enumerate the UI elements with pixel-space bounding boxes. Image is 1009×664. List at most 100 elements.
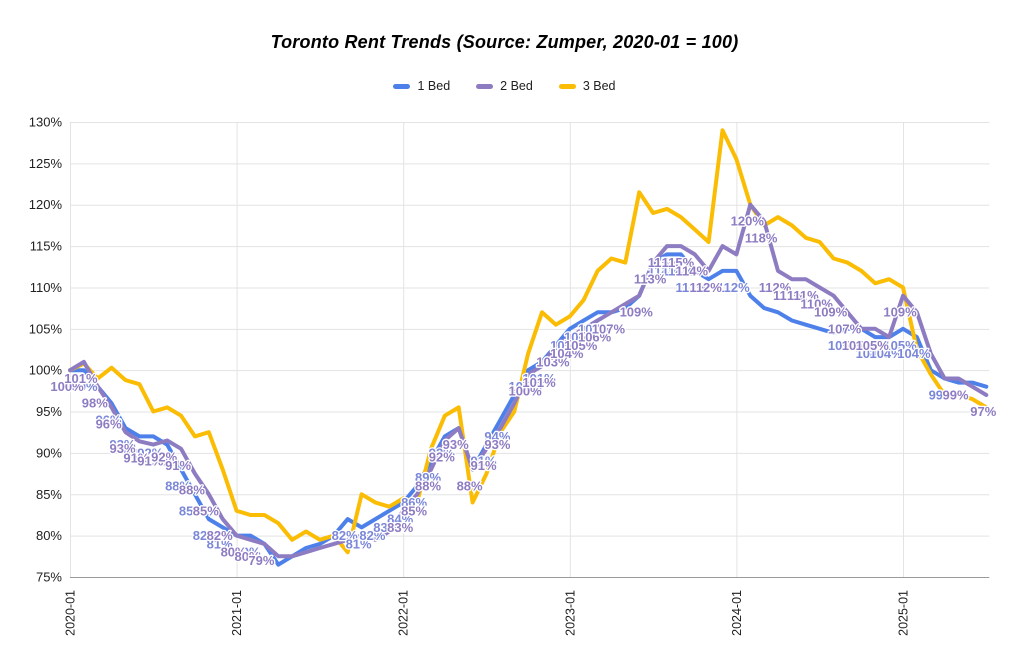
data-label-2-bed: 113% — [634, 272, 667, 287]
legend-item-3-bed[interactable]: 3 Bed — [558, 79, 616, 93]
data-label-2-bed: 82% — [207, 528, 233, 543]
data-label-2-bed: 92% — [151, 450, 177, 465]
data-label-1-bed: 112% — [676, 280, 709, 295]
data-label-2-bed: 106% — [578, 330, 612, 345]
data-label-1-bed: 91% — [470, 454, 496, 469]
data-label-2-bed: 98% — [82, 396, 108, 411]
legend-swatch-2-bed-icon — [476, 83, 494, 89]
data-label-1-bed: 100% — [50, 379, 84, 394]
y-axis-tick-label: 100% — [29, 363, 63, 378]
data-label-1-bed: 91% — [151, 454, 177, 469]
data-label-1-bed: 104% — [856, 346, 890, 361]
y-axis-tick-label: 110% — [30, 280, 63, 295]
data-label-2-bed: 103% — [536, 354, 570, 369]
legend-item-2-bed[interactable]: 2 Bed — [476, 79, 533, 93]
data-label-2-bed: 104% — [550, 346, 584, 361]
y-axis-tick-label: 105% — [29, 321, 63, 336]
data-label-2-bed: 91% — [470, 458, 496, 473]
data-label-2-bed: 114% — [676, 263, 709, 278]
data-label-2-bed: 112% — [759, 280, 792, 295]
data-label-2-bed: 101% — [522, 375, 556, 390]
data-label-1-bed: 105% — [842, 338, 876, 353]
data-label-1-bed: 104% — [869, 346, 903, 361]
data-label-2-bed: 85% — [401, 503, 427, 518]
data-label-1-bed: 107% — [592, 321, 626, 336]
data-label-2-bed: 107% — [828, 321, 862, 336]
data-label-1-bed: 101% — [522, 371, 556, 386]
y-axis-tick-label: 130% — [29, 115, 63, 130]
data-label-2-bed: 111% — [773, 288, 805, 303]
data-label-1-bed: 112% — [717, 280, 750, 295]
x-axis-tick-label: 2022-01 — [397, 590, 411, 636]
data-label-2-bed: 93% — [443, 437, 469, 452]
data-label-2-bed: 110% — [800, 297, 833, 312]
y-axis-tick-label: 80% — [36, 528, 62, 543]
x-axis-tick-label: 2020-01 — [64, 590, 78, 636]
data-label-2-bed: 97% — [970, 404, 996, 419]
data-label-2-bed: 101% — [64, 371, 98, 386]
chart-legend: 1 Bed 2 Bed 3 Bed — [0, 79, 1009, 93]
data-label-1-bed: 82% — [332, 528, 358, 543]
data-label-1-bed: 114% — [662, 263, 695, 278]
y-axis-tick-label: 115% — [30, 239, 63, 254]
x-axis-tick-label: 2024-01 — [730, 590, 744, 636]
data-label-1-bed: 93% — [109, 437, 135, 452]
data-label-2-bed: 91% — [165, 458, 191, 473]
data-label-1-bed: 85% — [179, 503, 205, 518]
data-label-1-bed: 86% — [401, 495, 427, 510]
series-line-2-bed[interactable] — [68, 202, 989, 559]
data-label-2-bed: 105% — [564, 338, 598, 353]
legend-item-1-bed[interactable]: 1 Bed — [393, 79, 450, 93]
y-axis-tick-label: 95% — [36, 404, 62, 419]
y-axis-tick-label: 90% — [36, 445, 62, 460]
data-label-1-bed: 113% — [634, 272, 667, 287]
data-label-1-bed: 96% — [96, 412, 122, 427]
x-axis-tick-label: 2025-01 — [897, 590, 911, 636]
data-label-1-bed: 82% — [359, 528, 385, 543]
legend-label-1-bed: 1 Bed — [417, 79, 451, 93]
data-label-1-bed: 92% — [137, 445, 163, 460]
data-label-1-bed: 92% — [123, 445, 149, 460]
data-label-1-bed: 81% — [207, 536, 233, 551]
y-axis-tick-label: 85% — [36, 487, 62, 502]
data-label-2-bed: 107% — [592, 321, 626, 336]
data-label-1-bed: 100% — [508, 379, 542, 394]
data-label-1-bed: 98% — [82, 396, 108, 411]
data-label-2-bed: 93% — [109, 441, 135, 456]
data-label-1-bed: 88% — [165, 479, 191, 494]
legend-label-3-bed: 3 Bed — [582, 79, 616, 93]
data-label-1-bed: 81% — [346, 536, 372, 551]
y-axis-tick-label: 120% — [29, 197, 63, 212]
series-line-3-bed[interactable] — [68, 128, 989, 555]
data-label-2-bed: 100% — [508, 383, 542, 398]
data-label-1-bed: 94% — [484, 429, 510, 444]
data-label-2-bed: 111% — [787, 288, 819, 303]
data-label-1-bed: 89% — [415, 470, 441, 485]
data-label-2-bed: 80% — [234, 549, 260, 564]
data-label-1-bed: 80% — [221, 545, 247, 560]
series-line-1-bed[interactable] — [68, 252, 989, 567]
data-label-2-bed: 109% — [883, 305, 917, 320]
data-label-2-bed: 88% — [415, 479, 441, 494]
data-label-1-bed: 92% — [429, 445, 455, 460]
data-label-2-bed: 80% — [221, 545, 247, 560]
legend-swatch-3-bed-icon — [558, 83, 576, 89]
data-label-1-bed: 107% — [578, 321, 612, 336]
chart-title: Toronto Rent Trends (Source: Zumper, 202… — [270, 32, 739, 52]
data-label-1-bed: 109% — [620, 305, 654, 320]
data-label-1-bed: 105% — [550, 338, 584, 353]
data-label-2-bed: 85% — [193, 503, 219, 518]
data-label-2-bed: 91% — [123, 450, 149, 465]
data-label-1-bed: 82% — [193, 528, 219, 543]
data-label-2-bed: 91% — [137, 454, 163, 469]
data-label-1-bed: 88% — [457, 479, 483, 494]
y-axis-tick-label: 75% — [36, 570, 62, 585]
data-label-2-bed: 115% — [648, 255, 681, 270]
data-label-2-bed: 105% — [856, 338, 890, 353]
data-label-1-bed: 99% — [929, 388, 955, 403]
data-label-2-bed: 88% — [457, 479, 483, 494]
data-label-1-bed: 83% — [373, 520, 399, 535]
data-label-2-bed: 120% — [731, 214, 765, 229]
